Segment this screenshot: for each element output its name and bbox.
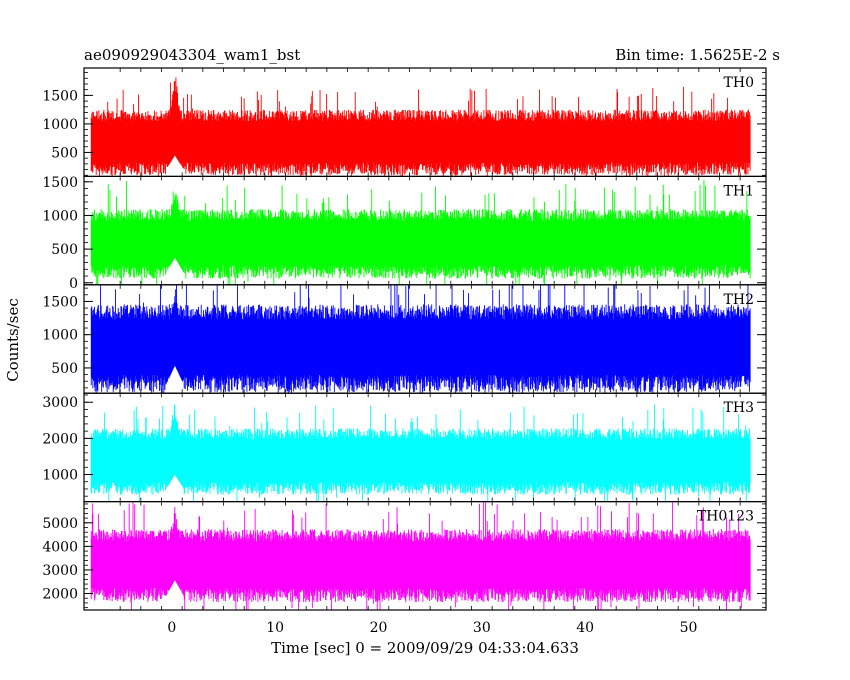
y-tick-label: 1000 [42, 208, 78, 224]
x-tick-label: 30 [473, 620, 491, 636]
y-tick-label: 1000 [42, 328, 78, 344]
y-tick-label: 0 [69, 276, 78, 292]
panel-th1: 0 500 1000 1500 TH1 [42, 175, 767, 292]
y-tick-label: 1000 [42, 117, 78, 133]
x-axis: 0 10 20 30 40 50 [167, 620, 697, 636]
y-tick-label: 1500 [42, 294, 78, 310]
panel-th3: 1000 2000 3000 TH3 [42, 392, 767, 503]
y-tick-label: 2000 [42, 587, 78, 603]
x-axis-title: Time [sec] 0 = 2009/09/29 04:33:04.633 [271, 639, 579, 657]
panel-label: TH0123 [697, 509, 754, 525]
y-axis-title: Counts/sec [4, 298, 22, 382]
x-tick-label: 10 [266, 620, 284, 636]
series-th0123 [90, 501, 751, 611]
y-tick-label: 4000 [42, 539, 78, 555]
panels-group: 500 1000 1500 TH0 0 500 1000 1500 TH1 500 1000 1500… [42, 67, 767, 611]
y-tick-label: 500 [51, 145, 78, 161]
series-th1 [90, 179, 751, 285]
series-th2 [90, 284, 751, 394]
series-th3 [90, 404, 751, 502]
chart-title-right: Bin time: 1.5625E-2 s [615, 46, 780, 64]
x-tick-label: 50 [680, 620, 698, 636]
y-tick-label: 3000 [42, 563, 78, 579]
y-tick-label: 3000 [42, 395, 78, 411]
series-th0 [90, 77, 751, 177]
x-tick-label: 0 [167, 620, 176, 636]
y-tick-label: 1000 [42, 468, 78, 484]
panel-th0123: 2000 3000 4000 5000 TH0123 [42, 501, 767, 611]
y-tick-label: 500 [51, 242, 78, 258]
panel-label: TH3 [724, 400, 754, 416]
y-tick-label: 2000 [42, 431, 78, 447]
y-tick-label: 5000 [42, 516, 78, 532]
panel-th0: 500 1000 1500 TH0 [42, 67, 767, 178]
x-tick-label: 20 [370, 620, 388, 636]
y-tick-label: 1500 [42, 88, 78, 104]
y-tick-label: 500 [51, 361, 78, 377]
panel-label: TH0 [724, 75, 754, 91]
panel-label: TH2 [724, 292, 754, 308]
chart-title-left: ae090929043304_wam1_bst [84, 46, 300, 64]
panel-label: TH1 [724, 183, 754, 199]
y-tick-label: 1500 [42, 175, 78, 191]
x-tick-label: 40 [576, 620, 594, 636]
